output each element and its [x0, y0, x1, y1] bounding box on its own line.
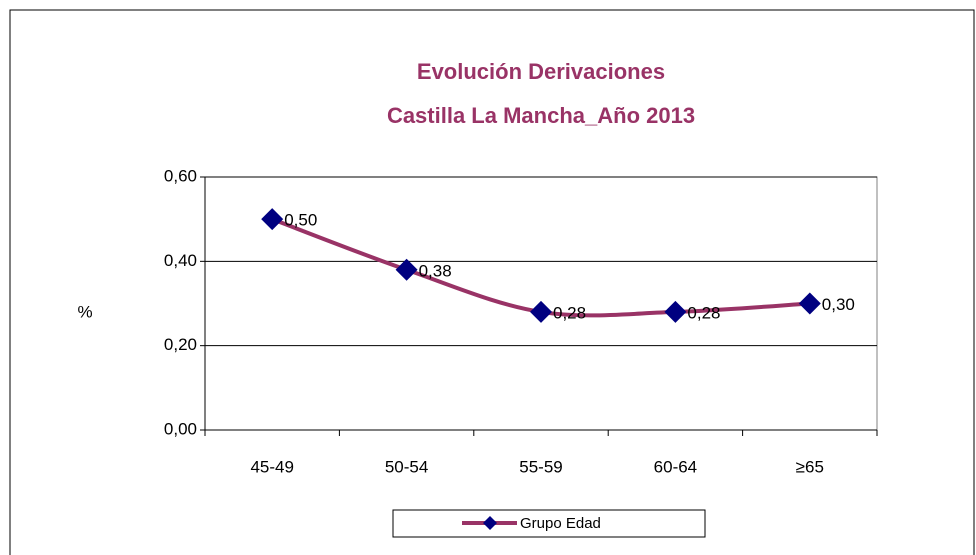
legend-label: Grupo Edad	[520, 515, 601, 532]
marker	[530, 300, 552, 323]
y-tick-label: 0,40	[164, 251, 197, 270]
data-label: 0,28	[553, 303, 586, 322]
x-tick-label: 55-59	[519, 457, 562, 476]
marker	[664, 300, 687, 323]
x-tick-label: 45-49	[250, 457, 293, 476]
legend-marker	[483, 516, 497, 530]
chart-border	[9, 9, 975, 555]
y-axis-label: %	[77, 302, 92, 321]
y-tick-label: 0,60	[164, 166, 197, 185]
marker	[798, 292, 821, 315]
legend-box	[392, 509, 706, 538]
x-tick-label: 50-54	[385, 457, 428, 476]
data-label: 0,28	[687, 303, 720, 322]
data-label: 0,38	[419, 261, 452, 280]
data-label: 0,50	[284, 211, 317, 230]
x-tick-label: ≥65	[796, 457, 824, 476]
y-tick-label: 0,00	[164, 419, 197, 438]
chart-title: Evolución Derivaciones	[417, 59, 665, 84]
marker	[395, 258, 418, 281]
chart-title: Castilla La Mancha_Año 2013	[387, 103, 695, 128]
data-label: 0,30	[822, 295, 855, 314]
y-tick-label: 0,20	[164, 335, 197, 354]
x-tick-label: 60-64	[654, 457, 697, 476]
marker	[261, 208, 284, 231]
